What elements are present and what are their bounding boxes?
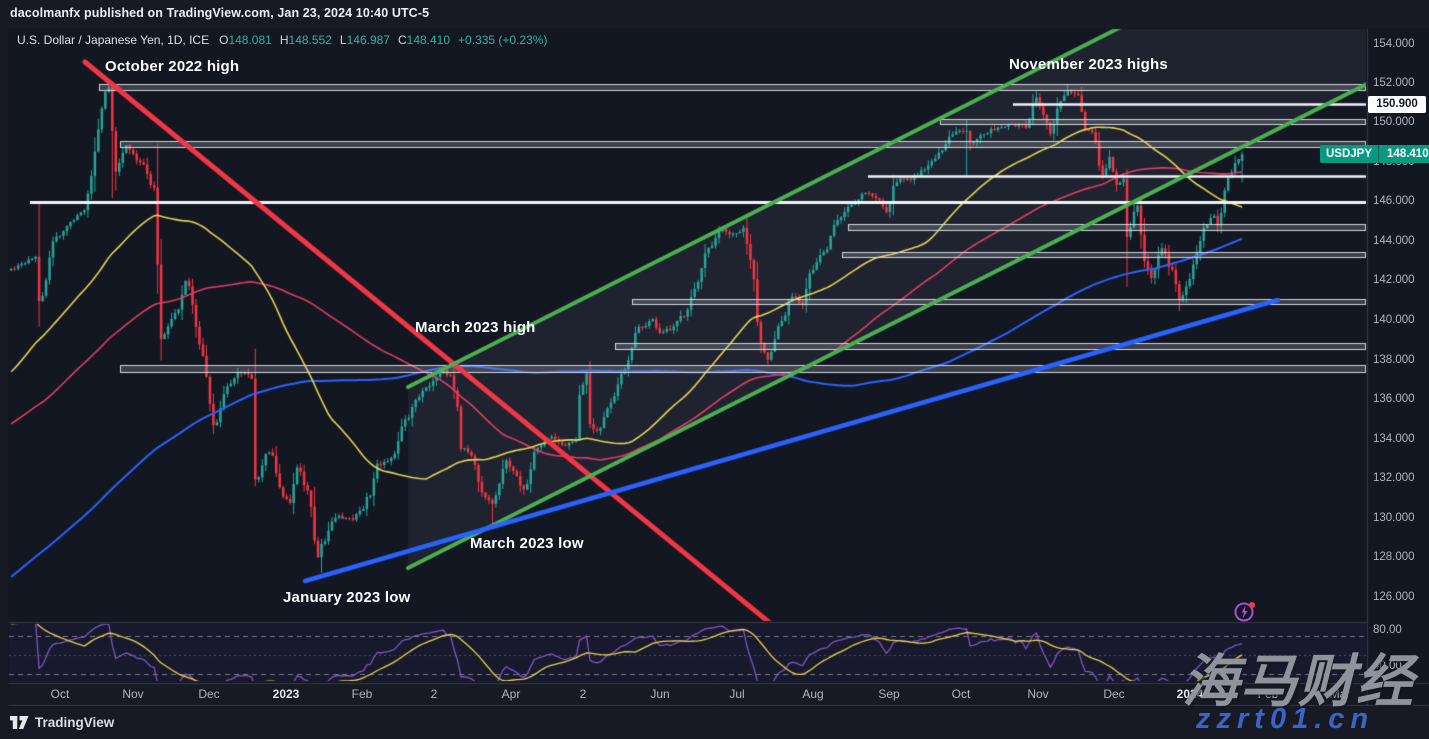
watermark-site-url: zzrt01.cn xyxy=(1196,703,1375,735)
top-bar: dacolmanfx published on TradingView.com,… xyxy=(0,0,1429,27)
time-tick-label: Dec xyxy=(1103,687,1125,701)
time-tick-label: Dec xyxy=(198,687,220,701)
watermark-site-name: 海马财经 xyxy=(1182,650,1414,714)
annotation-label: November 2023 highs xyxy=(1009,56,1168,73)
ohlc-key: L xyxy=(339,33,347,47)
price-tick-label: 126.000 xyxy=(1373,591,1415,603)
tradingview-logo-text: TradingView xyxy=(35,715,115,730)
annotation-label: March 2023 low xyxy=(470,535,584,552)
time-tick-label: Feb xyxy=(351,687,373,701)
indicator-tick-label: 40.00 xyxy=(1373,660,1402,672)
symbol-legend[interactable]: U.S. Dollar / Japanese Yen, 1D, ICE O148.… xyxy=(17,33,547,47)
price-tick-label: 142.000 xyxy=(1373,274,1415,286)
price-tick-label: 154.000 xyxy=(1373,38,1415,50)
price-tick-label: 130.000 xyxy=(1373,512,1415,524)
annotation-label: October 2022 high xyxy=(105,58,240,75)
time-tick-label: 2023 xyxy=(272,687,300,701)
time-tick-label: Jul xyxy=(729,687,745,701)
tradingview-logo-icon xyxy=(10,716,29,729)
time-tick-label: Oct xyxy=(951,687,971,701)
indicator-tick-label: 80.00 xyxy=(1373,624,1402,636)
current-price-label: USDJPY 148.410 xyxy=(1320,145,1429,163)
ohlc-values: O148.081 H148.552 L146.987 C148.410 xyxy=(219,33,458,47)
time-tick-label: Nov xyxy=(1027,687,1049,701)
symbol-title: U.S. Dollar / Japanese Yen, 1D, ICE xyxy=(17,33,210,47)
price-tick-label: 134.000 xyxy=(1373,433,1415,445)
tradingview-logo[interactable]: TradingView xyxy=(10,714,114,731)
price-tick-label: 150.000 xyxy=(1373,116,1415,128)
time-tick-label: Mar xyxy=(1329,687,1351,701)
ohlc-key: O xyxy=(219,33,229,47)
time-tick-label: Apr xyxy=(501,687,521,701)
time-tick-label: Sep xyxy=(878,687,900,701)
footer-bar: TradingView xyxy=(0,706,1429,739)
price-axis[interactable]: 154.000152.000150.000148.000146.000144.0… xyxy=(1367,28,1428,683)
price-tick-label: 146.000 xyxy=(1373,195,1415,207)
current-price-value: 148.410 xyxy=(1379,145,1429,163)
price-tick-label: 128.000 xyxy=(1373,551,1415,563)
current-price-symbol-tag: USDJPY xyxy=(1320,145,1380,163)
time-tick-label: Nov xyxy=(122,687,144,701)
time-tick-label: Aug xyxy=(802,687,824,701)
price-tick-label: 152.000 xyxy=(1373,77,1415,89)
annotation-label: January 2023 low xyxy=(283,589,411,606)
ohlc-key: H xyxy=(279,33,289,47)
ohlc-key: C xyxy=(397,33,407,47)
time-tick-label: 2024 xyxy=(1176,687,1204,701)
ohlc-value: 146.987 xyxy=(346,33,390,47)
publish-info-text: dacolmanfx published on TradingView.com,… xyxy=(10,6,430,20)
price-tick-label: 138.000 xyxy=(1373,354,1415,366)
lightning-bolt-icon xyxy=(1234,602,1255,622)
price-tick-label: 136.000 xyxy=(1373,393,1415,405)
level-price-label: 150.900 xyxy=(1368,96,1426,113)
ohlc-value: 148.081 xyxy=(228,33,272,47)
time-tick-label: Oct xyxy=(50,687,70,701)
price-tick-label: 140.000 xyxy=(1373,314,1415,326)
price-tick-label: 132.000 xyxy=(1373,472,1415,484)
time-tick-label: 2 xyxy=(579,687,587,701)
time-tick-label: 2 xyxy=(430,687,438,701)
lightning-events-icon[interactable] xyxy=(1233,599,1257,623)
time-tick-label: Feb xyxy=(1257,687,1279,701)
ohlc-value: 148.410 xyxy=(406,33,451,47)
time-tick-label: Jun xyxy=(650,687,670,701)
ohlc-value: 148.552 xyxy=(288,33,332,47)
change-value: +0.335 (+0.23%) xyxy=(458,33,548,47)
time-axis[interactable]: Oct Nov Dec 2023 Feb 2 Apr 2 Jun Jul Aug Sep Oct Nov D… xyxy=(8,683,1367,705)
price-tick-label: 144.000 xyxy=(1373,235,1415,247)
annotation-label: March 2023 high xyxy=(415,319,536,336)
